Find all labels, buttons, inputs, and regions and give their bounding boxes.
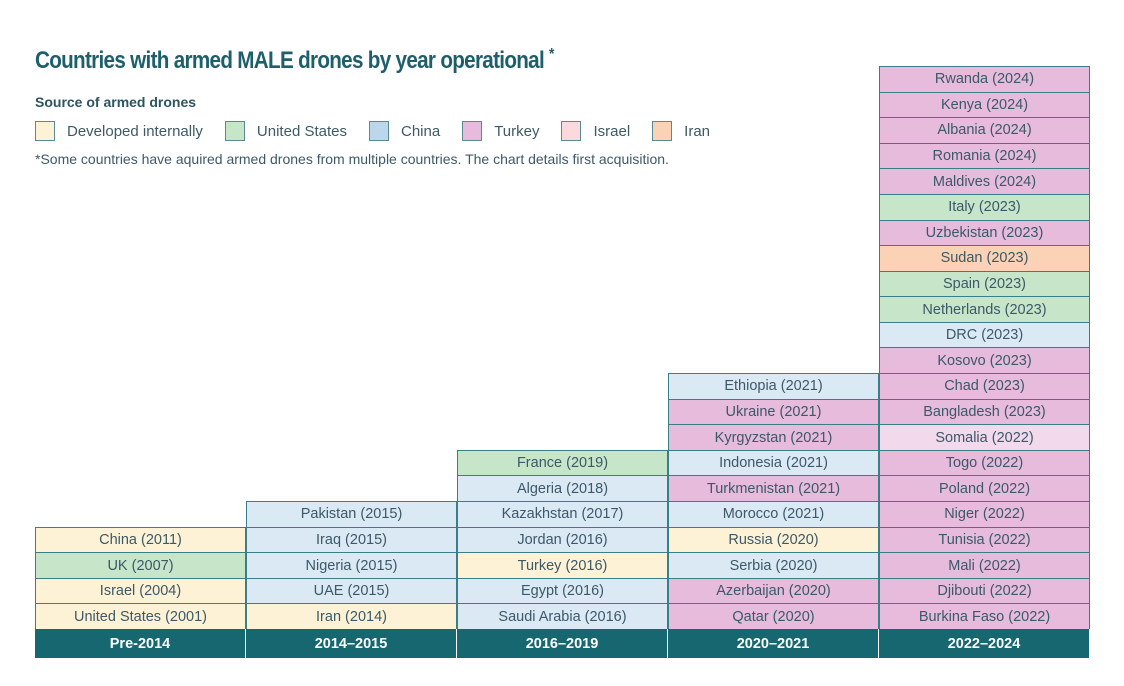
country-cell: Israel (2004) <box>35 577 246 605</box>
country-cell: Saudi Arabia (2016) <box>457 603 668 630</box>
country-cell: UK (2007) <box>35 552 246 579</box>
legend-label: Developed internally <box>67 122 203 140</box>
legend-title: Source of armed drones <box>35 94 197 110</box>
legend-label: Iran <box>684 122 711 140</box>
country-cell: Italy (2023) <box>879 193 1090 221</box>
period-label: 2014–2015 <box>246 629 457 658</box>
legend-swatch <box>224 121 245 141</box>
country-cell: Jordan (2016) <box>457 526 668 554</box>
country-cell: Qatar (2020) <box>668 603 879 630</box>
legend-item-iran: Iran <box>652 121 710 141</box>
country-cell: Romania (2024) <box>879 142 1090 170</box>
legend-item-internal: Developed internally <box>35 121 203 141</box>
country-cell: Djibouti (2022) <box>879 577 1090 605</box>
country-cell: Maldives (2024) <box>879 168 1090 195</box>
country-cell: DRC (2023) <box>879 321 1090 349</box>
legend-item-us: United States <box>224 121 347 141</box>
period-label: 2020–2021 <box>668 629 879 658</box>
period-label: Pre-2014 <box>35 629 246 658</box>
country-cell: United States (2001) <box>35 603 246 630</box>
legend-item-turkey: Turkey <box>462 121 539 141</box>
country-cell: Kenya (2024) <box>879 91 1090 119</box>
title-text: Countries with armed MALE drones by year… <box>35 47 545 74</box>
country-cell: Ethiopia (2021) <box>668 373 879 400</box>
period-label: 2016–2019 <box>457 629 668 658</box>
country-cell: Rwanda (2024) <box>879 65 1090 93</box>
legend-label: United States <box>256 122 347 140</box>
country-cell: Poland (2022) <box>879 475 1090 503</box>
country-cell: Mali (2022) <box>879 552 1090 579</box>
country-cell: Ukraine (2021) <box>668 398 879 426</box>
country-cell: Somalia (2022) <box>879 424 1090 451</box>
country-cell: Chad (2023) <box>879 373 1090 400</box>
column-4: Burkina Faso (2022) Djibouti (2022) Mali (… <box>879 65 1090 630</box>
country-cell: Algeria (2018) <box>457 475 668 503</box>
country-cell: China (2011) <box>35 526 246 554</box>
country-cell: Turkmenistan (2021) <box>668 475 879 503</box>
country-cell: Sudan (2023) <box>879 245 1090 272</box>
country-cell: Burkina Faso (2022) <box>879 603 1090 630</box>
column-0: United States (2001) Israel (2004) UK (200… <box>35 526 246 630</box>
country-cell: Togo (2022) <box>879 449 1090 477</box>
legend-item-israel: Israel <box>561 121 630 141</box>
country-cell: Spain (2023) <box>879 270 1090 298</box>
legend-label: Turkey <box>494 122 540 140</box>
legend-label: Israel <box>593 122 631 140</box>
column-1: Iran (2014) UAE (2015) Nigeria (2015) Iraq … <box>246 501 457 630</box>
country-cell: Morocco (2021) <box>668 501 879 528</box>
country-cell: Albania (2024) <box>879 117 1090 144</box>
country-cell: Bangladesh (2023) <box>879 398 1090 426</box>
title-asterisk: * <box>549 46 554 63</box>
country-cell: Kosovo (2023) <box>879 347 1090 375</box>
country-cell: Iran (2014) <box>246 603 457 630</box>
legend-item-china: China <box>368 121 441 141</box>
country-cell: Russia (2020) <box>668 526 879 554</box>
country-cell: Serbia (2020) <box>668 552 879 579</box>
country-cell: France (2019) <box>457 449 668 477</box>
column-3: Qatar (2020) Azerbaijan (2020) Serbia (202… <box>668 373 879 630</box>
country-cell: Niger (2022) <box>879 501 1090 528</box>
country-cell: Kazakhstan (2017) <box>457 501 668 528</box>
legend-label: China <box>400 122 441 140</box>
country-cell: Indonesia (2021) <box>668 449 879 477</box>
country-cell: Kyrgyzstan (2021) <box>668 424 879 451</box>
country-cell: Turkey (2016) <box>457 552 668 579</box>
column-2: Saudi Arabia (2016) Egypt (2016) Turkey (2… <box>457 449 668 630</box>
chart-title: Countries with armed MALE drones by year… <box>35 46 554 75</box>
country-cell: Uzbekistan (2023) <box>879 219 1090 247</box>
legend-swatch <box>462 121 483 141</box>
country-cell: Netherlands (2023) <box>879 296 1090 323</box>
legend: Developed internally United States China Tu… <box>35 121 732 141</box>
legend-swatch <box>35 121 55 141</box>
country-cell: Tunisia (2022) <box>879 526 1090 554</box>
country-cell: Iraq (2015) <box>246 526 457 554</box>
footnote: *Some countries have aquired armed drone… <box>35 151 669 167</box>
country-cell: Nigeria (2015) <box>246 552 457 579</box>
period-label: 2022–2024 <box>879 629 1090 658</box>
country-cell: UAE (2015) <box>246 577 457 605</box>
country-cell: Azerbaijan (2020) <box>668 577 879 605</box>
country-cell: Pakistan (2015) <box>246 501 457 528</box>
legend-swatch <box>561 121 582 141</box>
legend-swatch <box>652 121 673 141</box>
country-cell: Egypt (2016) <box>457 577 668 605</box>
legend-swatch <box>368 121 389 141</box>
